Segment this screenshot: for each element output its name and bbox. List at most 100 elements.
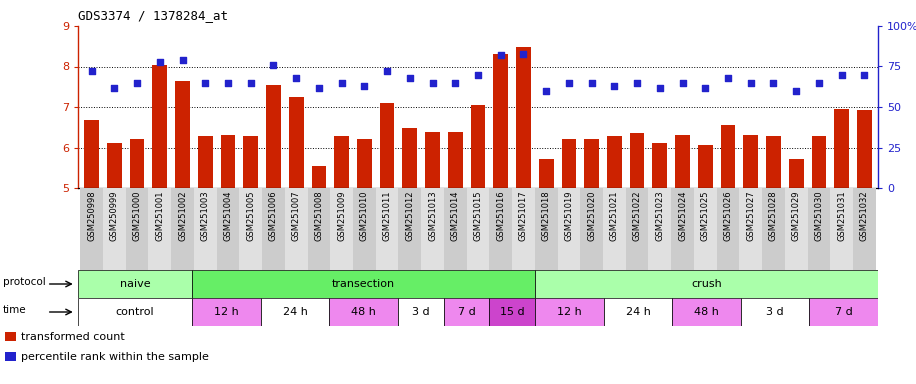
Bar xyxy=(353,188,376,270)
Text: 48 h: 48 h xyxy=(694,307,719,317)
Text: percentile rank within the sample: percentile rank within the sample xyxy=(21,352,209,362)
Point xyxy=(107,84,122,91)
Bar xyxy=(421,188,444,270)
Bar xyxy=(5,353,16,361)
Text: GSM251011: GSM251011 xyxy=(383,190,392,241)
Text: protocol: protocol xyxy=(3,277,46,287)
Bar xyxy=(5,332,16,341)
Point xyxy=(311,84,326,91)
Point xyxy=(289,75,303,81)
Text: GSM251031: GSM251031 xyxy=(837,190,846,241)
Bar xyxy=(789,159,803,188)
Point xyxy=(721,75,736,81)
Bar xyxy=(512,188,535,270)
Bar xyxy=(152,65,168,188)
Bar xyxy=(103,188,125,270)
Text: GSM251004: GSM251004 xyxy=(224,190,233,241)
Point xyxy=(221,79,235,86)
Bar xyxy=(217,188,239,270)
Point xyxy=(267,62,281,68)
Text: GSM251021: GSM251021 xyxy=(610,190,619,241)
Bar xyxy=(604,298,672,326)
Bar xyxy=(830,188,853,270)
Text: GSM251006: GSM251006 xyxy=(269,190,278,241)
Point xyxy=(789,88,803,94)
Bar xyxy=(425,132,440,188)
Text: GSM251003: GSM251003 xyxy=(201,190,210,241)
Text: GSM251022: GSM251022 xyxy=(633,190,641,241)
Bar xyxy=(130,139,145,188)
Bar xyxy=(78,298,192,326)
Text: GSM251014: GSM251014 xyxy=(451,190,460,241)
Text: crush: crush xyxy=(692,279,722,289)
Point xyxy=(857,71,872,78)
Point xyxy=(630,79,645,86)
Point xyxy=(698,84,713,91)
Point xyxy=(539,88,553,94)
Bar xyxy=(398,188,421,270)
Bar xyxy=(198,136,213,188)
Point xyxy=(130,79,145,86)
Bar xyxy=(239,188,262,270)
Bar xyxy=(535,188,558,270)
Bar xyxy=(466,188,489,270)
Bar xyxy=(175,81,190,188)
Text: GSM251005: GSM251005 xyxy=(246,190,256,241)
Bar xyxy=(331,188,353,270)
Text: 3 d: 3 d xyxy=(412,307,430,317)
Text: GSM251001: GSM251001 xyxy=(156,190,164,241)
Bar xyxy=(857,110,872,188)
Point xyxy=(675,79,690,86)
Text: transection: transection xyxy=(333,279,396,289)
Bar xyxy=(402,128,417,188)
Bar xyxy=(489,188,512,270)
Point xyxy=(834,71,849,78)
Bar xyxy=(192,298,261,326)
Text: 12 h: 12 h xyxy=(557,307,582,317)
Bar xyxy=(261,298,330,326)
Text: 15 d: 15 d xyxy=(500,307,525,317)
Bar xyxy=(311,166,326,188)
Text: GSM250998: GSM250998 xyxy=(87,190,96,241)
Bar xyxy=(308,188,331,270)
Text: 12 h: 12 h xyxy=(214,307,239,317)
Bar xyxy=(471,105,485,188)
Text: GSM251025: GSM251025 xyxy=(701,190,710,241)
Bar xyxy=(489,298,535,326)
Point xyxy=(744,79,758,86)
Text: 48 h: 48 h xyxy=(351,307,376,317)
Bar xyxy=(398,298,443,326)
Bar xyxy=(562,139,576,188)
Point xyxy=(84,68,99,74)
Bar xyxy=(516,47,531,188)
Bar xyxy=(330,298,398,326)
Point xyxy=(652,84,667,91)
Text: transformed count: transformed count xyxy=(21,331,125,341)
Bar xyxy=(107,142,122,188)
Text: GSM251007: GSM251007 xyxy=(291,190,300,241)
Point xyxy=(812,79,826,86)
Bar xyxy=(671,188,694,270)
Text: GSM251024: GSM251024 xyxy=(678,190,687,241)
Text: 24 h: 24 h xyxy=(626,307,650,317)
Bar xyxy=(744,135,758,188)
Point xyxy=(471,71,485,78)
Bar xyxy=(785,188,808,270)
Point xyxy=(494,52,508,58)
Text: naive: naive xyxy=(120,279,150,289)
Bar xyxy=(148,188,171,270)
Bar xyxy=(558,188,580,270)
Text: GSM251016: GSM251016 xyxy=(496,190,506,241)
Text: GSM251012: GSM251012 xyxy=(405,190,414,241)
Point xyxy=(152,59,167,65)
Bar xyxy=(694,188,716,270)
Bar xyxy=(698,146,713,188)
Bar xyxy=(580,188,603,270)
Text: time: time xyxy=(3,305,27,315)
Bar xyxy=(194,188,217,270)
Bar xyxy=(721,125,736,188)
Bar xyxy=(810,298,878,326)
Bar xyxy=(262,188,285,270)
Text: GSM251009: GSM251009 xyxy=(337,190,346,241)
Text: 3 d: 3 d xyxy=(767,307,784,317)
